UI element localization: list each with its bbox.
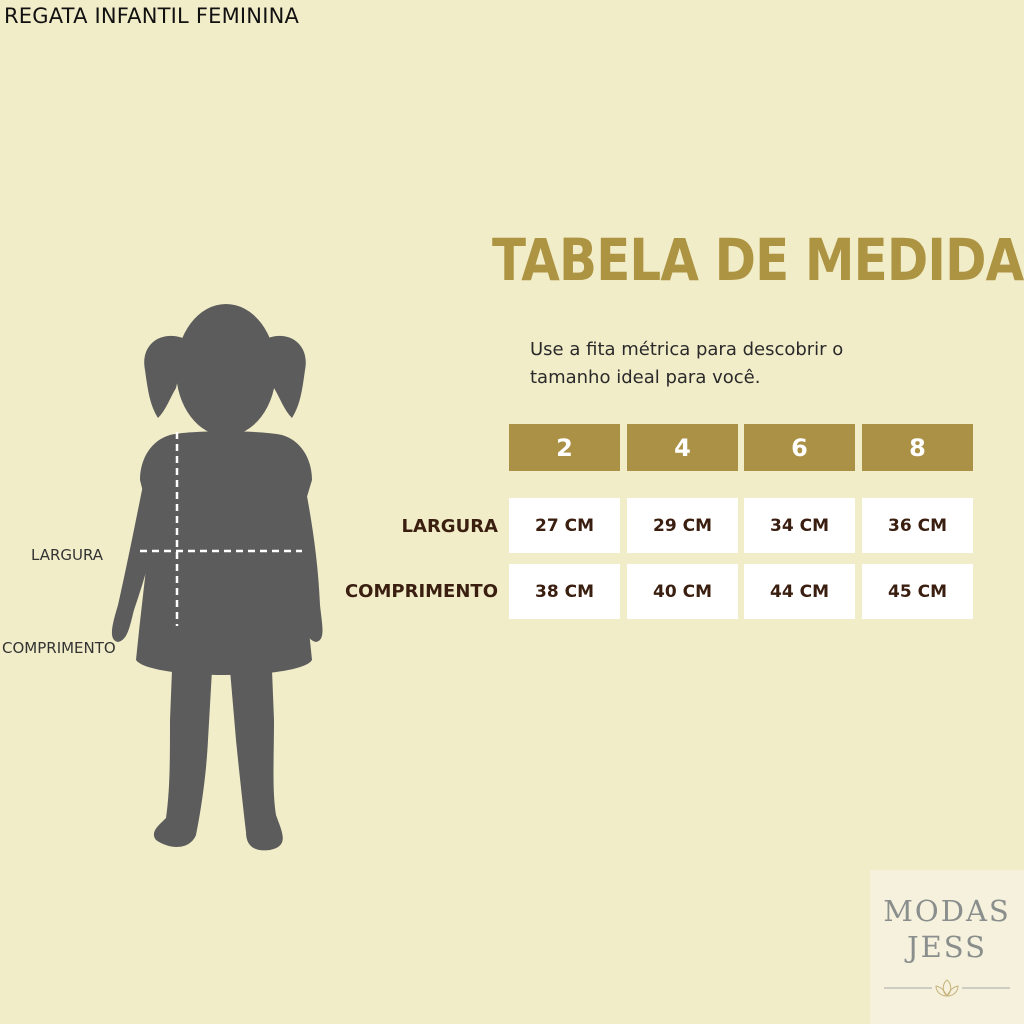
lotus-icon xyxy=(884,979,1010,997)
row-label-length: COMPRIMENTO xyxy=(344,581,498,602)
brand-logo: MODAS JESS xyxy=(870,870,1024,1024)
row-label-width: LARGURA xyxy=(401,516,498,537)
cell-width-size-2: 27 CM xyxy=(509,498,620,553)
figure-label-length: COMPRIMENTO xyxy=(2,639,116,657)
instructions-text: Use a fita métrica para descobrir o tama… xyxy=(530,339,844,388)
cell-length-size-2: 38 CM xyxy=(509,564,620,619)
size-header-8: 8 xyxy=(862,424,973,471)
page-title: REGATA INFANTIL FEMININA xyxy=(4,4,300,28)
size-header-2: 2 xyxy=(509,424,620,471)
cell-width-size-8: 36 CM xyxy=(862,498,973,553)
figure-label-width: LARGURA xyxy=(31,546,104,564)
cell-width-size-4: 29 CM xyxy=(627,498,738,553)
cell-length-size-6: 44 CM xyxy=(744,564,855,619)
size-chart-heading: TABELA DE MEDIDAS xyxy=(492,226,1024,294)
cell-length-size-4: 40 CM xyxy=(627,564,738,619)
cell-length-size-8: 45 CM xyxy=(862,564,973,619)
size-header-4: 4 xyxy=(627,424,738,471)
cell-width-size-6: 34 CM xyxy=(744,498,855,553)
size-header-6: 6 xyxy=(744,424,855,471)
child-silhouette xyxy=(111,304,323,851)
logo-line-1: MODAS xyxy=(883,894,1011,928)
logo-line-2: JESS xyxy=(906,930,988,964)
